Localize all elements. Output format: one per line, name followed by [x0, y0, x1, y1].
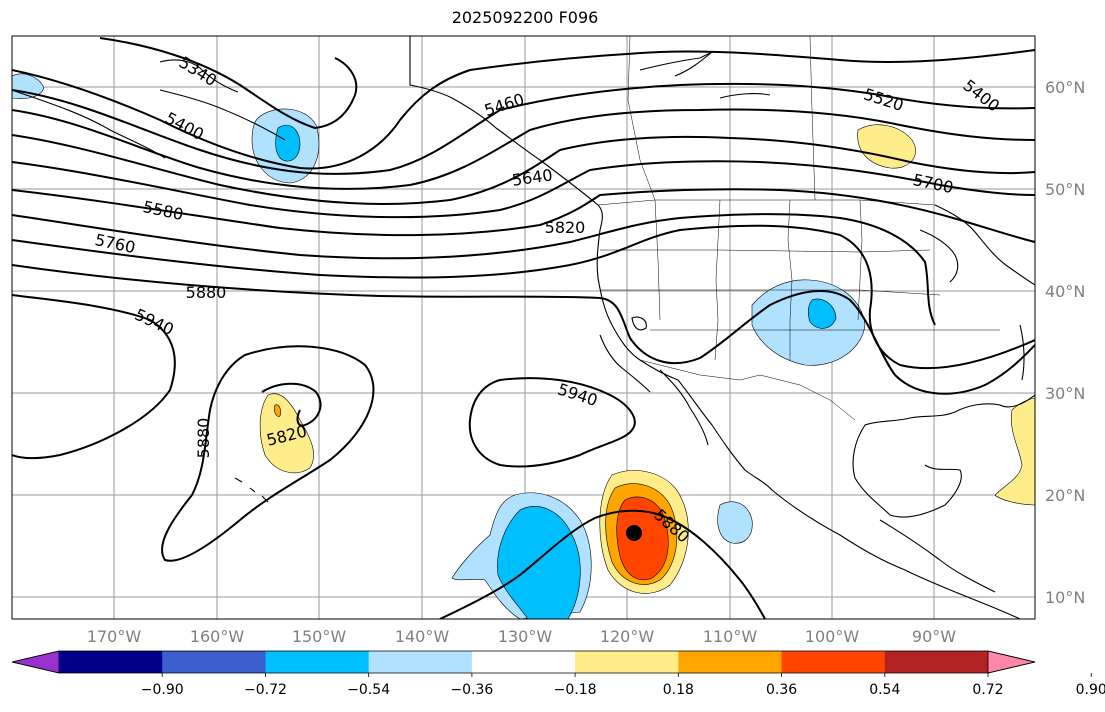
colorbar-tick-label: 0.54	[869, 682, 900, 698]
contour-5340	[99, 37, 358, 130]
contour-5940-east-pacific	[468, 377, 636, 468]
shade-central-us-core	[807, 298, 837, 329]
colorbar-segment	[884, 651, 989, 673]
coastline-arctic	[639, 51, 713, 77]
coastline-baja	[599, 334, 651, 393]
lat-label-50n: 50°N	[1045, 180, 1085, 199]
colorbar-tick-label: 0.18	[663, 682, 694, 698]
border-state-5	[600, 249, 931, 253]
shade-gulf-alaska-core	[275, 124, 301, 162]
lon-label-140w: 140°W	[395, 627, 450, 646]
contour-label-5820-north: 5820	[545, 218, 586, 237]
anomaly-shading	[12, 73, 1035, 619]
colorbar-tick-label: −0.72	[244, 682, 287, 698]
border-canada-province-1	[627, 36, 656, 201]
height-contours	[12, 37, 1035, 619]
border-state-1	[654, 199, 661, 321]
shade-hurricane-core	[616, 496, 669, 581]
contour-5880-hawaii	[161, 345, 375, 562]
coastline-great-lakes	[934, 204, 1035, 286]
lon-label-130w: 130°W	[498, 627, 553, 646]
contour-label-5880-hawaii: 5880	[194, 418, 213, 459]
colorbar-segment	[678, 651, 783, 673]
contour-5820-hawaii	[261, 382, 322, 427]
colorbar-segment	[162, 651, 266, 673]
shade-mexico-coast	[717, 501, 753, 544]
contour-5880-south	[439, 509, 766, 619]
colorbar-tick-label: −0.90	[141, 682, 184, 698]
lon-label-170w: 170°W	[87, 627, 142, 646]
contour-5940-west	[12, 294, 176, 459]
great-salt-lake	[631, 316, 647, 331]
coastline-hudson	[719, 93, 771, 99]
lon-label-100w: 100°W	[805, 627, 860, 646]
colorbar-segment	[781, 651, 886, 673]
map-title: 2025092200 F096	[451, 8, 599, 27]
lon-label-150w: 150°W	[292, 627, 347, 646]
coastline-alaska-south	[159, 89, 286, 141]
coastline-gulf-california	[659, 369, 709, 446]
colorbar-segment	[368, 651, 473, 673]
colorbar-tick-label: −0.54	[347, 682, 390, 698]
colorbar-segment	[265, 651, 370, 673]
contour-5820	[12, 224, 1035, 370]
border-us-canada	[597, 199, 936, 206]
border-us-mexico	[639, 359, 856, 421]
contour-5460	[12, 82, 1035, 175]
colorbar-tick-label: 0.36	[766, 682, 797, 698]
map-frame	[11, 35, 1036, 620]
colorbar-segment	[471, 651, 576, 673]
coastline-aleutians	[12, 89, 166, 159]
colorbar-segment	[575, 651, 679, 673]
lat-label-10n: 10°N	[1045, 588, 1085, 607]
lon-label-160w: 160°W	[190, 627, 245, 646]
contour-5700	[12, 188, 1035, 243]
border-canada-province-2	[809, 36, 816, 201]
lon-label-110w: 110°W	[703, 627, 758, 646]
longitude-labels: 170°W 160°W 150°W 140°W 130°W 120°W 110°…	[87, 627, 956, 646]
lat-label-30n: 30°N	[1045, 384, 1085, 403]
colorbar-segment	[59, 651, 163, 673]
contour-5580	[12, 134, 1035, 205]
lon-label-90w: 90°W	[912, 627, 956, 646]
colorbar-tick-label: −0.18	[554, 682, 597, 698]
shade-hawaii-orange	[274, 404, 281, 417]
contour-5400	[12, 49, 1035, 170]
contour-5520	[12, 108, 1035, 190]
contour-5640	[12, 160, 1035, 219]
shade-canada-yellow	[857, 124, 916, 169]
border-state-6	[600, 289, 941, 296]
colorbar-frame	[11, 650, 1036, 674]
latitude-labels: 60°N 50°N 40°N 30°N 20°N 10°N	[1045, 78, 1085, 607]
coastline-gulf-mexico	[852, 394, 1035, 518]
colorbar-tick-label: −0.36	[450, 682, 493, 698]
contour-5880-north	[12, 264, 1035, 395]
coastline-lake-michigan	[919, 229, 959, 283]
colorbar: −0.90 −0.72 −0.54 −0.36 −0.18 0.18 0.36 0.54 0.7…	[11, 650, 1105, 698]
storm-center-marker	[626, 525, 642, 541]
lat-label-60n: 60°N	[1045, 78, 1085, 97]
colorbar-extend-low	[11, 650, 60, 674]
colorbar-extend-high	[987, 650, 1036, 674]
contour-label-5880-north: 5880	[186, 283, 227, 302]
colorbar-tick-label: 0.90	[1076, 682, 1105, 698]
coastline-east-us	[1019, 324, 1025, 381]
lon-label-120w: 120°W	[600, 627, 655, 646]
shade-hawaii-north	[259, 393, 314, 474]
coastline-alaska-west	[159, 59, 239, 93]
border-state-4	[857, 199, 863, 321]
coastline-central-america	[879, 519, 996, 593]
contour-5760	[12, 213, 936, 326]
lat-label-20n: 20°N	[1045, 486, 1085, 505]
shade-florida-east	[994, 397, 1035, 506]
political-borders	[409, 36, 1000, 421]
lat-label-40n: 40°N	[1045, 282, 1085, 301]
colorbar-tick-label: 0.72	[972, 682, 1003, 698]
